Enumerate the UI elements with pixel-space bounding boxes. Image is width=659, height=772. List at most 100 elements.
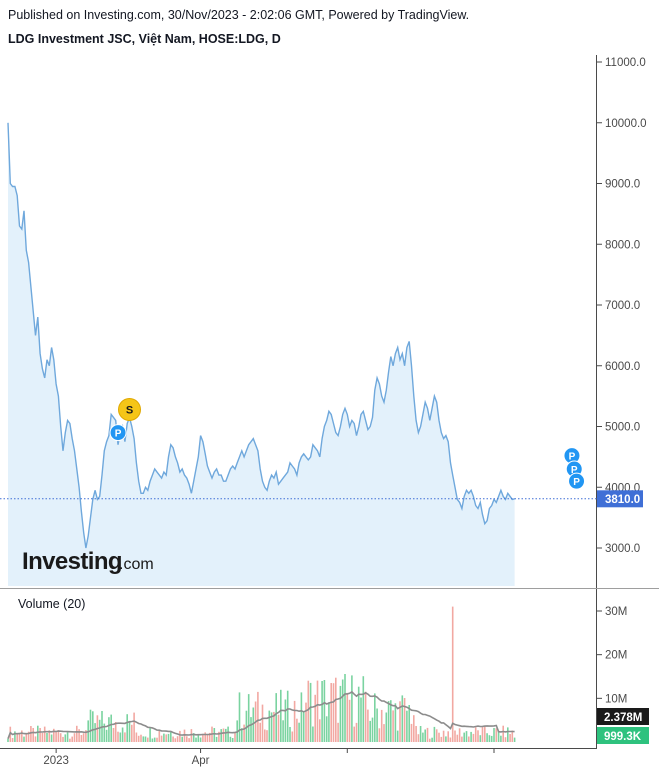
volume-bar [325,716,328,742]
volume-bar [48,730,51,742]
volume-bar [231,738,234,742]
volume-bar [188,738,190,742]
volume-bar [362,676,365,742]
volume-bar [300,692,303,742]
volume-bar [298,722,300,742]
volume-bar [270,712,273,742]
volume-bar [371,717,374,742]
volume-bar [424,729,426,742]
volume-bar [312,726,314,742]
volume-bar [344,674,346,742]
volume-bar [199,737,202,742]
volume-bar [160,735,163,742]
volume-bar [252,707,255,742]
volume-bar [208,732,211,742]
dividend-marker-label: P [571,465,578,476]
instrument-title: LDG Investment JSC, Việt Nam, HOSE:LDG, … [8,32,281,46]
price-tick-label: 11000.0 [605,57,646,69]
volume-bar [62,736,64,742]
volume-bar [186,736,188,742]
volume-bar [415,726,417,742]
volume-bar [284,699,287,742]
published-caption: Published on Investing.com, 30/Nov/2023 … [8,8,470,22]
volume-bar [195,737,197,742]
volume-bar [305,702,307,742]
volume-bar [438,732,440,742]
volume-bar [355,722,358,742]
volume-bar [57,730,60,742]
split-marker[interactable] [118,397,142,421]
volume-bar [449,737,452,742]
volume-bar [167,733,170,742]
investing-logo: Investing .com [22,548,154,575]
volume-bar [131,724,133,742]
volume-bar [64,734,67,742]
volume-bar [332,683,335,742]
volume-bar [227,726,229,742]
volume-bar [433,726,436,742]
last-price-badge: 3810.0 [597,490,643,508]
volume-bar [291,731,294,742]
last-volume-label: 999.3K [604,731,642,743]
volume-bar [172,736,174,742]
volume-bar [481,727,484,742]
volume-bar [69,738,71,742]
volume-bar [484,726,486,742]
volume-bar [218,731,220,742]
volume-bar [112,728,115,742]
volume-bar [181,736,183,742]
volume-bar [307,680,310,742]
price-tick-label: 7000.0 [605,300,640,312]
volume-bar [80,735,83,742]
volume-indicator-label[interactable]: Volume (20) [18,597,85,611]
volume-bar [94,723,96,742]
volume-bar [316,680,319,742]
volume-bar [142,736,145,742]
volume-bar [426,727,429,742]
volume-bar [82,733,85,742]
volume-bar [509,734,511,742]
dividend-marker[interactable] [568,472,586,490]
price-axis: 11000.0 10000.0 9000.0 8000.0 7000.0 6000.0 50… [597,57,647,555]
volume-bar [364,691,367,742]
volume-bar [110,714,112,742]
logo-main-text: Investing [22,548,122,575]
volume-bar [259,722,261,742]
volume-bar [289,727,291,742]
price-tick-label: 6000.0 [605,361,640,373]
volume-bar [474,727,477,742]
volume-bar [151,738,154,742]
price-line [7,122,515,549]
volume-bar [422,732,424,742]
volume-bar [23,736,25,742]
volume-bar [497,731,500,742]
volume-bar [247,694,250,742]
dividend-marker[interactable] [109,424,127,442]
volume-bar [328,702,330,742]
volume-bar [238,692,241,742]
volume-bar [34,736,37,742]
volume-bar [351,675,353,742]
volume-bar [277,714,280,742]
volume-bar [394,703,397,742]
volume-bar [266,730,268,742]
volume-bar [41,732,44,742]
time-tick-label: 2023 [43,755,69,767]
volume-bar [346,692,349,742]
volume-bar [59,733,62,742]
volume-bar [174,738,177,742]
volume-bar [117,731,119,742]
volume-bar [204,732,206,742]
volume-bar [85,730,87,742]
volume-bar [504,737,507,742]
volume-bar [472,733,475,742]
volume-bar [403,698,406,742]
volume-bar [71,736,73,742]
volume-bar [293,700,296,742]
volume-bar [39,728,41,742]
volume-bar [468,736,470,742]
volume-bar [286,690,289,742]
volume-bar [319,719,321,742]
